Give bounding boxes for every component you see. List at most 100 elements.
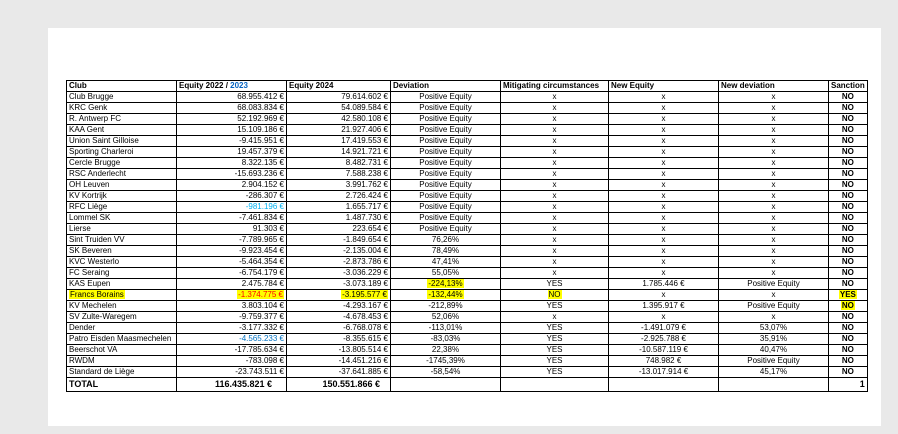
table-row: KVC Westerlo -5.464.354 € -2.873.786 € 47,4… <box>66 256 868 268</box>
table-cell: -4.293.167 € <box>286 300 391 312</box>
table-cell: x <box>608 102 719 114</box>
cell-text: -1.849.654 € <box>343 235 388 245</box>
table-cell: 40,47% <box>718 344 829 356</box>
table-cell: 76,26% <box>390 234 501 246</box>
table-cell: x <box>500 124 609 136</box>
table-cell: -132,44% <box>390 289 501 301</box>
cell-text: -83,03% <box>430 334 461 344</box>
cell-text: x <box>661 125 666 135</box>
cell-text: 19.457.379 € <box>237 147 284 157</box>
cell-text: 79.614.602 € <box>341 92 388 102</box>
cell-text: -10.587.119 € <box>639 345 688 355</box>
cell-text: YES <box>546 334 563 344</box>
table-cell: -212,89% <box>390 300 501 312</box>
table-cell: Positive Equity <box>390 146 501 158</box>
cell-text: KAA Gent <box>69 125 105 135</box>
table-row: R. Antwerp FC 52.192.969 € 42.580.108 € Pos… <box>66 113 868 125</box>
table-cell <box>500 377 609 392</box>
table-cell: TOTAL <box>66 377 177 392</box>
cell-text: x <box>771 235 776 245</box>
table-cell: RSC Anderlecht <box>66 168 177 180</box>
cell-text: x <box>661 202 666 212</box>
cell-text: Francs Borains <box>69 290 125 299</box>
table-cell: x <box>500 212 609 224</box>
cell-text: NO <box>841 158 854 168</box>
table-cell: 8.482.731 € <box>286 157 391 169</box>
cell-text: NO <box>841 312 854 322</box>
cell-text: -286.307 € <box>245 191 284 201</box>
cell-text: NO <box>841 235 854 245</box>
table-row: RFC Liège -981.196 € 1.655.717 € Positive E… <box>66 201 868 213</box>
table-row: Club Brugge 68.955.412 € 79.614.602 € Posit… <box>66 91 868 103</box>
table-cell: NO <box>828 146 868 158</box>
table-cell: NO <box>828 113 868 125</box>
table-cell: NO <box>828 311 868 323</box>
cell-text: x <box>771 136 776 146</box>
table-cell: x <box>500 135 609 147</box>
cell-text: Positive Equity <box>419 191 472 201</box>
table-cell: NO <box>828 267 868 279</box>
cell-text: Positive Equity <box>747 279 800 289</box>
cell-text: RFC Liège <box>69 202 108 212</box>
cell-text: x <box>661 92 666 102</box>
cell-text: x <box>552 125 557 135</box>
table-row: KAA Gent 15.109.186 € 21.927.406 € Positive… <box>66 124 868 136</box>
cell-text: 1.785.446 € <box>642 279 685 289</box>
cell-text: YES <box>546 356 563 366</box>
table-cell: 1 <box>828 377 868 392</box>
table-cell: x <box>500 91 609 103</box>
cell-text: x <box>771 224 776 234</box>
cell-text: RWDM <box>69 356 95 366</box>
cell-text: Positive Equity <box>747 356 800 366</box>
table-cell: NO <box>828 245 868 257</box>
table-cell: Positive Equity <box>390 135 501 147</box>
table-cell: x <box>608 245 719 257</box>
cell-text: -13.017.914 € <box>638 367 689 377</box>
cell-text: -7.789.965 € <box>239 235 284 245</box>
cell-text: KV Kortrijk <box>69 191 107 201</box>
table-cell: x <box>608 234 719 246</box>
table-cell: x <box>608 179 719 191</box>
table-cell: x <box>608 212 719 224</box>
cell-text: 3.803.104 € <box>241 301 284 311</box>
table-cell: 68.083.834 € <box>176 102 287 114</box>
cell-text: Sint Truiden VV <box>69 235 125 245</box>
cell-text: -13.805.514 € <box>338 345 388 355</box>
table-cell: Cercle Brugge <box>66 157 177 169</box>
table-cell: -58,54% <box>390 366 501 378</box>
column-header-year: 2023 <box>230 81 248 91</box>
cell-text: Positive Equity <box>419 224 472 234</box>
cell-text: x <box>661 191 666 201</box>
cell-text: NO <box>841 213 854 223</box>
cell-text: 2.726.424 € <box>345 191 388 201</box>
cell-text: -37.641.885 € <box>338 367 388 377</box>
table-cell: KRC Genk <box>66 102 177 114</box>
table-cell: -1745,39% <box>390 355 501 367</box>
cell-text: NO <box>841 356 854 366</box>
table-cell: Positive Equity <box>718 278 829 290</box>
cell-text: Standard de Liège <box>69 367 135 377</box>
cell-text: 52.192.969 € <box>237 114 284 124</box>
cell-text: NO <box>841 92 854 102</box>
table-cell: YES <box>828 289 868 301</box>
cell-text: RSC Anderlecht <box>69 169 126 179</box>
table-cell: x <box>718 245 829 257</box>
cell-text: -132,44% <box>427 290 464 299</box>
column-header-label: New deviation <box>721 81 775 91</box>
cell-text: x <box>552 191 557 201</box>
table-cell: NO <box>828 91 868 103</box>
table-cell: -2.135.004 € <box>286 245 391 257</box>
cell-text: 91.303 € <box>252 224 284 234</box>
cell-text: -2.873.786 € <box>343 257 388 267</box>
cell-text: -2.135.004 € <box>343 246 388 256</box>
table-cell: Positive Equity <box>718 355 829 367</box>
cell-text: x <box>771 290 776 300</box>
table-cell: 35,91% <box>718 333 829 345</box>
cell-text: x <box>552 92 557 102</box>
cell-text: NO <box>841 345 854 355</box>
cell-text: NO <box>841 334 854 344</box>
table-cell: Positive Equity <box>390 157 501 169</box>
header-row: Club Equity 2022 / 2023 Equity 2024 Deviati… <box>66 80 868 92</box>
table-cell: 2.904.152 € <box>176 179 287 191</box>
cell-text: Positive Equity <box>419 158 472 168</box>
